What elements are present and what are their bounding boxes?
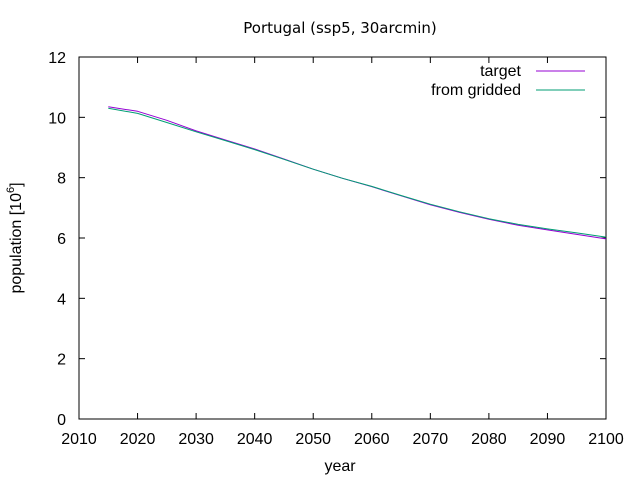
series-layer xyxy=(108,106,607,240)
series-line-target xyxy=(108,106,607,240)
y-axis-label-main: population [10 xyxy=(8,193,25,294)
plot-area xyxy=(78,56,607,420)
x-tick-label: 2070 xyxy=(413,431,449,448)
x-tick-label: 2090 xyxy=(530,431,566,448)
legend-label-target: target xyxy=(480,63,521,80)
legend: target from gridded xyxy=(431,63,585,99)
x-axis: 2010 2020 2030 2040 2050 2060 2070 2080 2090 2100 xyxy=(61,57,624,448)
y-tick-label: 6 xyxy=(57,231,66,248)
y-axis-label-close: ] xyxy=(8,182,25,186)
x-tick-label: 2040 xyxy=(237,431,273,448)
chart-title: Portugal (ssp5, 30arcmin) xyxy=(243,19,436,37)
y-tick-label: 10 xyxy=(48,110,66,127)
series-line-from-gridded xyxy=(108,107,607,238)
legend-label-from-gridded: from gridded xyxy=(431,82,521,99)
y-tick-label: 2 xyxy=(57,352,66,369)
y-tick-label: 8 xyxy=(57,171,66,188)
x-tick-label: 2030 xyxy=(178,431,214,448)
y-axis-label-exponent: 6 xyxy=(5,187,17,193)
x-tick-label: 2010 xyxy=(61,431,97,448)
plot-border xyxy=(78,56,607,420)
x-axis-label: year xyxy=(324,458,356,475)
y-tick-label: 0 xyxy=(57,412,66,429)
y-axis: 0 2 4 6 8 10 12 xyxy=(48,50,606,429)
x-tick-label: 2050 xyxy=(295,431,331,448)
y-axis-label: population [106] xyxy=(5,182,25,293)
x-tick-label: 2080 xyxy=(471,431,507,448)
y-tick-label: 12 xyxy=(48,50,66,67)
y-tick-label: 4 xyxy=(57,291,66,308)
x-tick-label: 2100 xyxy=(588,431,624,448)
x-tick-label: 2020 xyxy=(120,431,156,448)
x-tick-label: 2060 xyxy=(354,431,390,448)
